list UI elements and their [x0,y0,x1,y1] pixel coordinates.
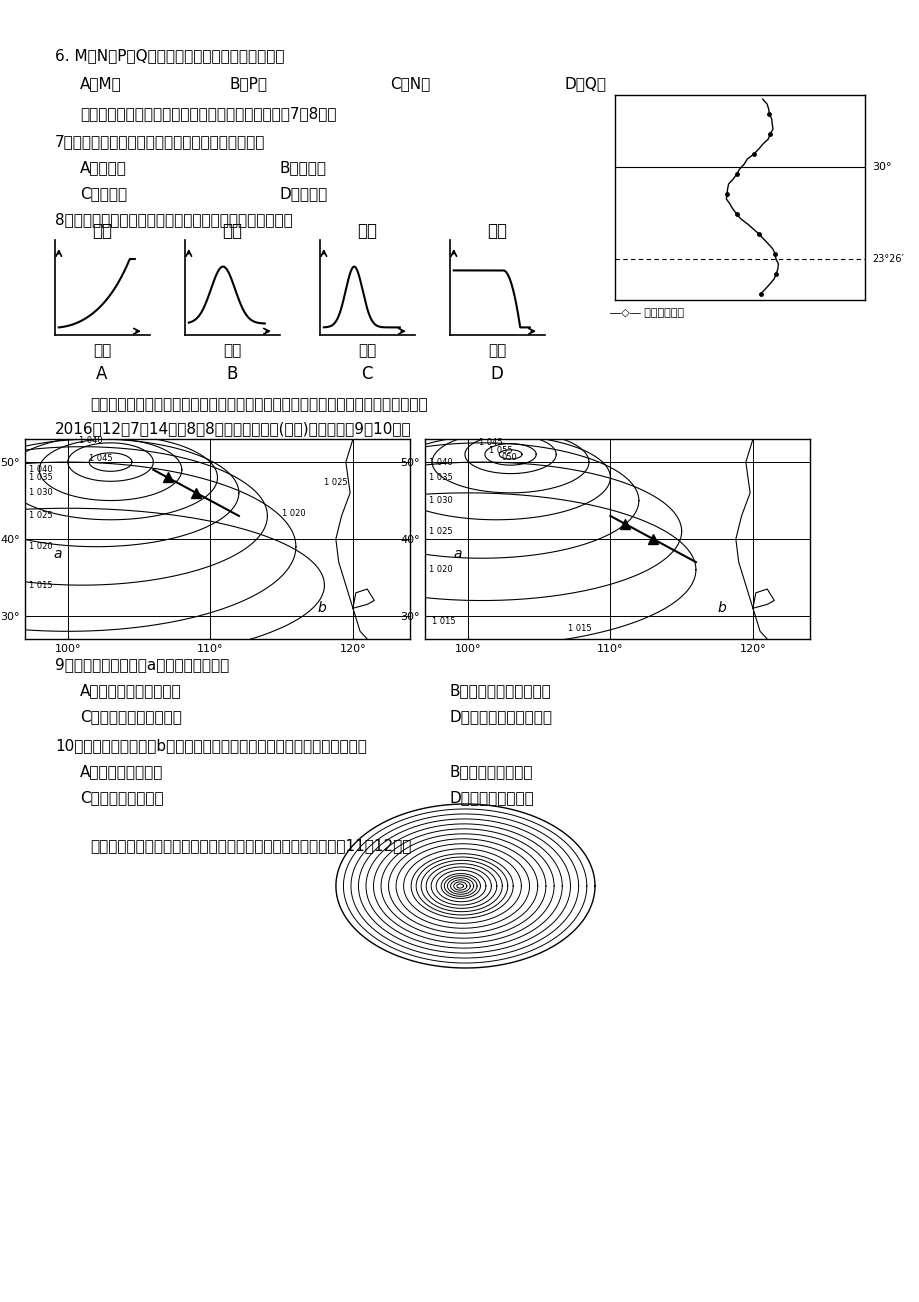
Text: 1 025: 1 025 [29,512,53,521]
Text: 树木年轮是气候变化的历史证据。读某地树木年轮示意图，回等11～12题。: 树木年轮是气候变化的历史证据。读某地树木年轮示意图，回等11～12题。 [90,838,411,853]
Text: 气温: 气温 [92,223,112,240]
Text: 1 020: 1 020 [29,542,53,551]
Text: 1 035: 1 035 [29,473,53,482]
Text: 1 020: 1 020 [429,565,452,574]
Text: D．气温高，对流强: D．气温高，对流强 [449,790,534,805]
Text: 9．比较两幅图可知，a地天气变化情况是: 9．比较两幅图可知，a地天气变化情况是 [55,658,229,672]
Text: 风速: 风速 [357,223,377,240]
Text: B．东南风: B．东南风 [279,160,326,174]
Text: D: D [490,365,503,383]
Text: 时间: 时间 [357,342,376,358]
Text: 2016年12月7日14时和8日8时近地面等压线(百帕)图。完成第9～10题。: 2016年12月7日14时和8日8时近地面等压线(百帕)图。完成第9～10题。 [55,421,411,436]
Text: D．Q地: D．Q地 [564,76,607,91]
Text: A．风力大，气温高: A．风力大，气温高 [80,764,164,779]
Text: 1 015: 1 015 [567,624,591,633]
Text: 7．台风中心登陆上海前夕，上海地区的风向主要是: 7．台风中心登陆上海前夕，上海地区的风向主要是 [55,134,265,148]
Text: 时间: 时间 [222,342,241,358]
Text: ―◇― 台风移动路径: ―◇― 台风移动路径 [609,309,683,318]
Text: C．西北风: C．西北风 [80,186,127,201]
Text: a: a [53,547,62,561]
Text: 1 035: 1 035 [429,473,452,482]
Text: 云量: 云量 [486,223,506,240]
Text: 1 015: 1 015 [432,617,455,626]
Text: a: a [453,547,461,561]
Text: A．气压降低，风力变小: A．气压降低，风力变小 [80,684,181,698]
Text: b: b [717,602,725,615]
Text: D．气压升高，风力变大: D．气压升高，风力变大 [449,710,552,724]
Text: D．西南风: D．西南风 [279,186,328,201]
Text: 读「某年某月登陆上海的台风路径示意图」。完成第7～8题。: 读「某年某月登陆上海的台风路径示意图」。完成第7～8题。 [80,105,336,121]
Text: 1 030: 1 030 [429,496,452,505]
Text: 时间: 时间 [487,342,505,358]
Text: b: b [317,602,325,615]
Text: 气压: 气压 [221,223,242,240]
Text: A．东北风: A．东北风 [80,160,127,174]
Text: 6. M、N、P、Q四地中，阴雨天气最有可能出现在: 6. M、N、P、Q四地中，阴雨天气最有可能出现在 [55,48,284,62]
Text: 1 025: 1 025 [429,527,452,536]
Text: 1 015: 1 015 [29,581,53,590]
Text: 1 030: 1 030 [29,488,53,497]
Text: 30°: 30° [871,161,891,172]
Text: 1 040: 1 040 [429,457,452,466]
Text: C．气温降低，风力变小: C．气温降低，风力变小 [80,710,182,724]
Text: B: B [226,365,237,383]
Text: 1 040: 1 040 [79,436,103,445]
Text: 1 045: 1 045 [479,439,503,447]
Text: 1 055: 1 055 [489,445,512,454]
Text: 1 045: 1 045 [89,453,113,462]
Text: C．N地: C．N地 [390,76,430,91]
Text: A: A [96,365,108,383]
Text: B．风力小，湿度大: B．风力小，湿度大 [449,764,533,779]
Text: 8．下图中正确反映「凤凰」登陆上海前后的天气状况的是: 8．下图中正确反映「凤凰」登陆上海前后的天气状况的是 [55,212,292,227]
Text: B．P地: B．P地 [230,76,267,91]
Text: 时间: 时间 [93,342,111,358]
Text: 1 040: 1 040 [29,465,53,474]
Text: 23°26′: 23°26′ [871,254,903,264]
Text: 1 025: 1 025 [324,478,347,487]
Text: 1 020: 1 020 [281,509,305,518]
Text: A．M地: A．M地 [80,76,121,91]
Text: C: C [361,365,372,383]
Text: 050: 050 [502,453,517,462]
Text: C．气压高，气温低: C．气压高，气温低 [80,790,164,805]
Text: 雾霾指空气中悬浮大量微小水滴和颗粒污染物。下图分别是中央气象台公布的某区域: 雾霾指空气中悬浮大量微小水滴和颗粒污染物。下图分别是中央气象台公布的某区域 [90,397,427,411]
Text: 10．据图分析，这两日b地持续雾霾天气，除了污染严重外，主要原因还有: 10．据图分析，这两日b地持续雾霾天气，除了污染严重外，主要原因还有 [55,738,367,753]
Text: B．气温升高，风力变大: B．气温升高，风力变大 [449,684,551,698]
